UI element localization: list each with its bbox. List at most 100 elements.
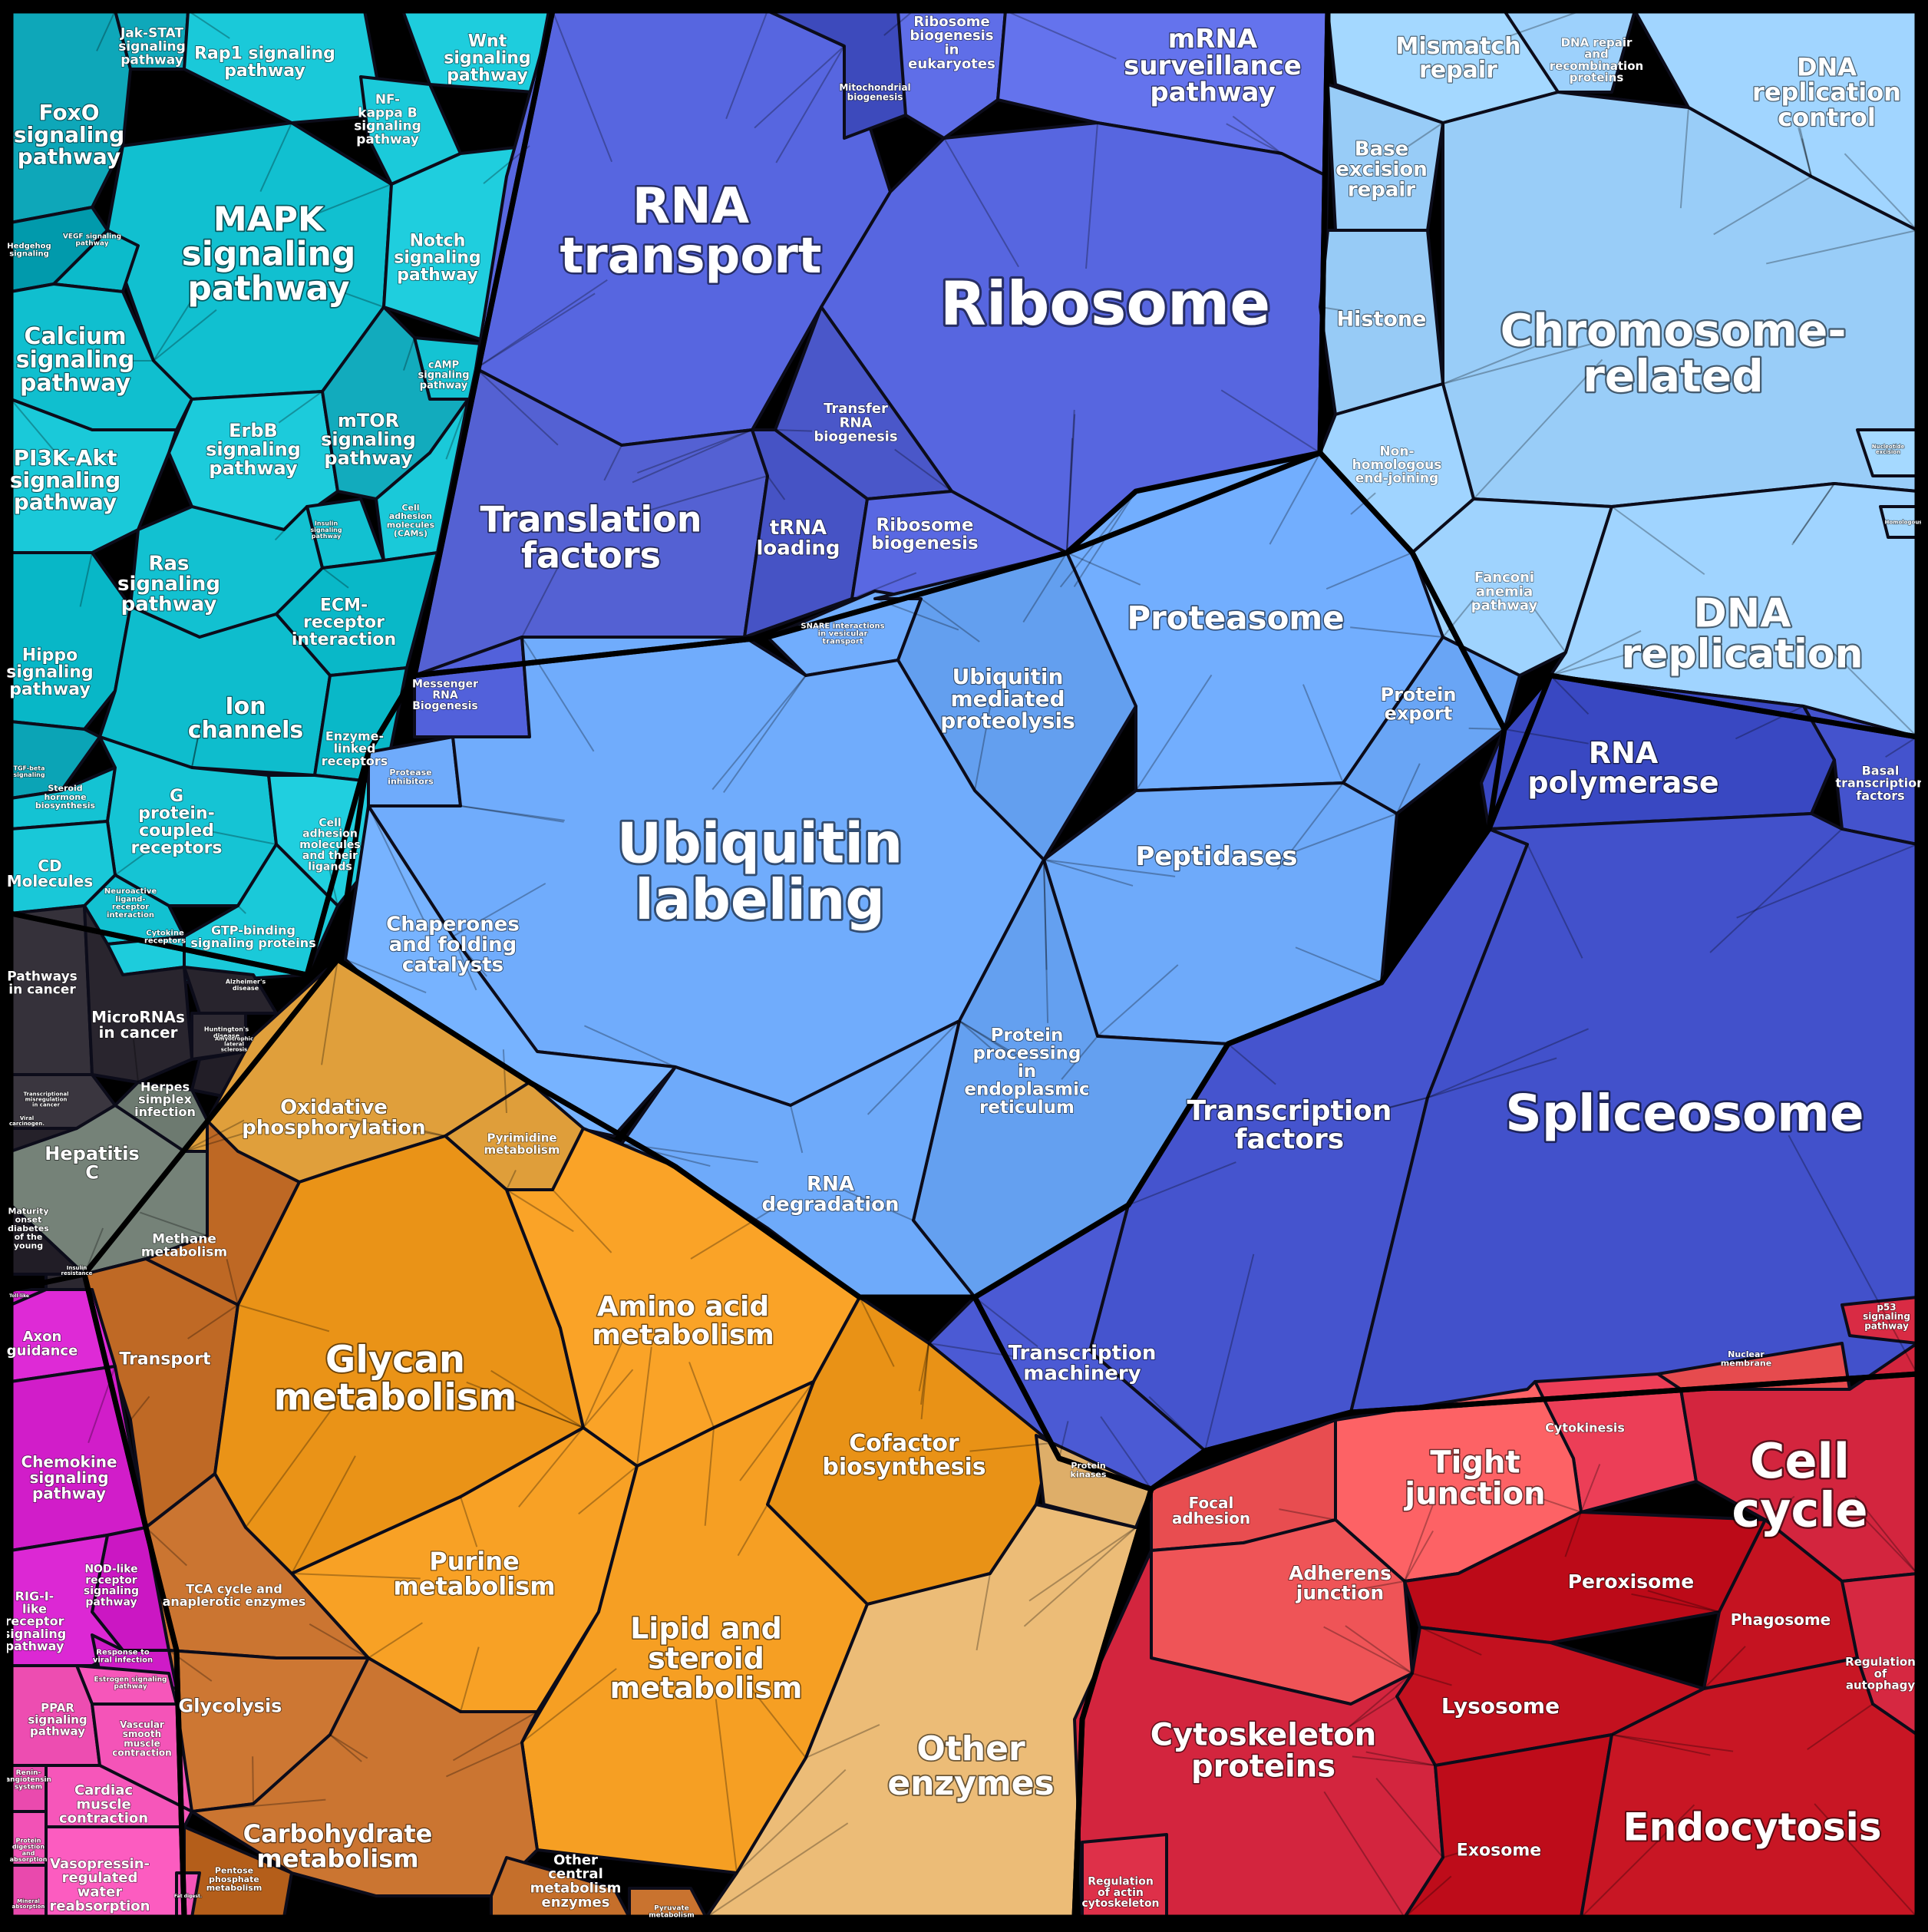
label-insres: Insulin resistance xyxy=(61,1265,93,1276)
subcell-edge xyxy=(502,1049,507,1114)
subcell-edge xyxy=(1844,153,1918,231)
label-cofactor: Cofactor biosynthesis xyxy=(822,1430,985,1481)
label-reninang: Renin-angiotensin system xyxy=(5,1769,51,1791)
subcell-edge xyxy=(959,1020,1005,1061)
subcell-edge xyxy=(1798,127,1812,177)
subcell-edge xyxy=(1352,1755,1436,1766)
label-basal: Basal transcription factors xyxy=(1835,763,1925,803)
subcell-edge xyxy=(1550,645,1660,676)
label-peroxisome: Peroxisome xyxy=(1568,1570,1695,1593)
subcell-edge xyxy=(928,1342,1015,1358)
subcell-edge xyxy=(1814,1803,1918,1918)
subcell-edge xyxy=(1679,107,1689,209)
subcell-edge xyxy=(1148,1395,1206,1451)
subcell-edge xyxy=(329,1734,368,1759)
subcell-edge xyxy=(1550,630,1642,676)
subcell-edge xyxy=(1506,10,1582,38)
label-cytokine: Cytokine receptors xyxy=(144,929,186,945)
subcell-edge xyxy=(1713,176,1812,236)
subcell-edge xyxy=(805,1723,880,1759)
region-alz xyxy=(183,966,278,1015)
subcell-edge xyxy=(321,959,338,1065)
subcell-edge xyxy=(183,1119,245,1152)
label-phagosome: Phagosome xyxy=(1731,1610,1831,1629)
subcell-edge xyxy=(641,475,768,514)
subcell-edge xyxy=(1792,483,1835,543)
subcell-edge xyxy=(187,10,230,39)
subcell-edge xyxy=(1799,127,1812,177)
subcell-edge xyxy=(859,1296,895,1367)
subcell-edge xyxy=(475,368,559,446)
label-erbb: ErbB signaling pathway xyxy=(206,420,301,479)
subcell-edge xyxy=(132,1038,139,1083)
subcell-edge xyxy=(715,1699,738,1874)
subcell-edge xyxy=(1275,813,1398,860)
subcell-edge xyxy=(688,1362,715,1428)
label-ubimed: Ubiquitin mediated proteolysis xyxy=(940,664,1075,733)
subcell-edge xyxy=(1530,605,1566,653)
subcell-edge xyxy=(1442,338,1611,385)
subcell-edge xyxy=(1127,1161,1236,1206)
label-p53: p53 signaling pathway xyxy=(1863,1302,1910,1331)
label-protexport: Protein export xyxy=(1381,684,1457,724)
subcell-edge xyxy=(894,448,952,492)
label-regauto: Regulation of autophagy xyxy=(1845,1655,1916,1693)
subcell-edge xyxy=(506,1189,574,1233)
label-rnatransport: RNA transport xyxy=(560,178,822,285)
subcell-edge xyxy=(632,429,753,484)
region-carb xyxy=(190,1656,539,1897)
label-toll: Toll-like xyxy=(9,1293,29,1299)
label-ppar: PPAR signaling pathway xyxy=(28,1701,87,1739)
label-base: Base excision repair xyxy=(1335,138,1428,202)
subcell-edge xyxy=(1022,552,1068,623)
subcell-edge xyxy=(10,398,59,457)
label-chaperones: Chaperones and folding catalysts xyxy=(386,913,520,977)
label-mrnasurv: mRNA surveillance pathway xyxy=(1124,24,1302,107)
subcell-edge xyxy=(1844,1498,1918,1574)
label-nucmem: Nuclear membrane xyxy=(1721,1349,1771,1368)
subcell-edge xyxy=(506,1170,517,1191)
label-endocytosis: Endocytosis xyxy=(1623,1805,1881,1850)
label-enzlinked: Enzyme-linked receptors xyxy=(322,728,388,768)
subcell-edge xyxy=(918,1342,929,1392)
subcell-edge xyxy=(475,279,608,369)
subcell-edge xyxy=(637,429,753,474)
region-mirna xyxy=(83,904,193,1084)
subcell-edge xyxy=(584,1025,676,1068)
label-mirna: MicroRNAs in cancer xyxy=(91,1008,185,1042)
subcell-edge xyxy=(460,1496,478,1547)
subcell-edge xyxy=(226,1259,239,1306)
label-mapk: MAPK signaling pathway xyxy=(182,200,356,309)
label-histone: Histone xyxy=(1337,307,1427,331)
label-aa: Amino acid metabolism xyxy=(592,1291,774,1351)
subcell-edge xyxy=(1854,1495,1918,1574)
label-mody: Maturity onset diabetes of the young xyxy=(8,1206,49,1250)
subcell-edge xyxy=(452,936,488,977)
subcell-edge xyxy=(460,805,564,823)
label-othercentral: Other central metabolism enzymes xyxy=(530,1852,622,1911)
subcell-edge xyxy=(1276,782,1344,870)
subcell-edge xyxy=(1550,675,1590,715)
label-ion: Ion channels xyxy=(188,693,304,744)
subcell-edge xyxy=(291,1573,421,1580)
subcell-edge xyxy=(711,675,807,791)
label-dnarepctrl: DNA replication control xyxy=(1752,53,1901,132)
subcell-edge xyxy=(488,1389,584,1428)
subcell-edge xyxy=(578,1465,638,1515)
label-estrogen: Estrogen signaling pathway xyxy=(94,1676,167,1691)
label-protproc: Protein processing in endoplasmic reticulum xyxy=(964,1025,1089,1118)
subcell-edge xyxy=(976,1573,991,1651)
label-otherenz: Other enzymes xyxy=(887,1729,1054,1803)
label-ribosomebioeuk: Ribosome biogenesis in eukaryotes xyxy=(908,14,995,72)
label-peptidases: Peptidases xyxy=(1135,841,1297,872)
subcell-edge xyxy=(705,1822,849,1918)
label-hunt: Huntington's disease xyxy=(204,1026,249,1039)
subcell-edge xyxy=(1531,1494,1582,1513)
label-tgf: TGF-beta signaling xyxy=(13,765,45,778)
subcell-edge xyxy=(1427,1057,1557,1098)
subcell-edge xyxy=(1766,230,1918,265)
subcell-edge xyxy=(1323,1791,1405,1918)
subcell-edge xyxy=(736,1769,847,1874)
subcell-edge xyxy=(1564,1511,1582,1557)
